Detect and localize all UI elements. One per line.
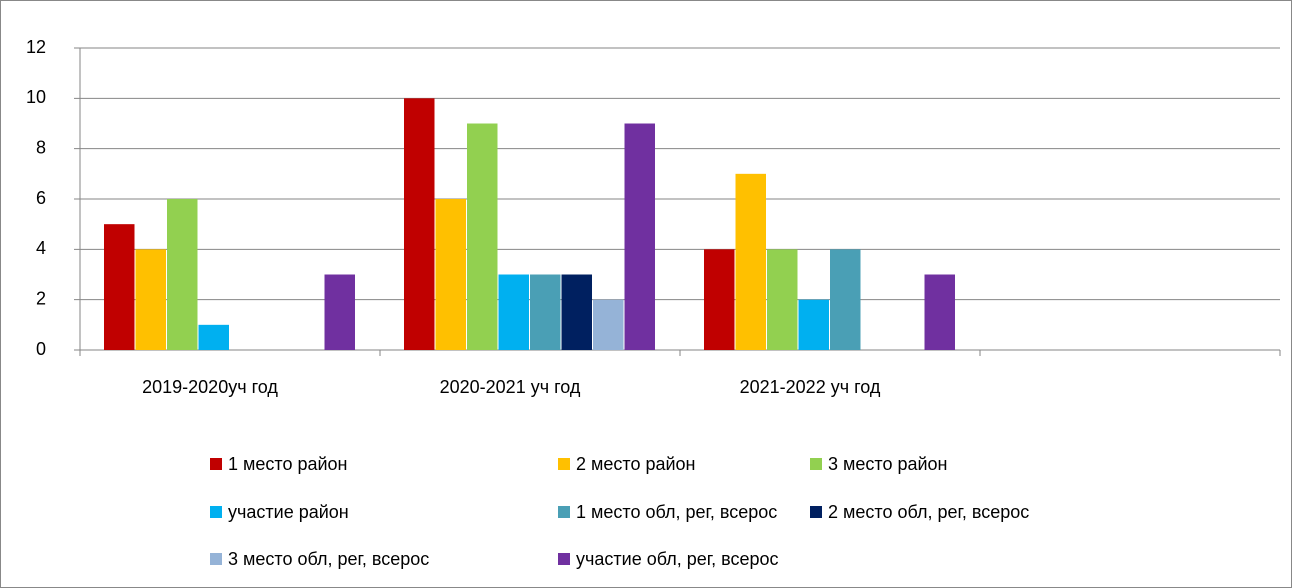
y-tick-label: 2	[36, 288, 46, 308]
legend-swatch	[558, 553, 570, 565]
legend-label: 3 место район	[828, 454, 947, 474]
legend-label: 1 место район	[228, 454, 347, 474]
y-tick-label: 12	[26, 37, 46, 57]
legend-label: участие район	[228, 502, 349, 522]
bar	[435, 199, 466, 350]
legend-swatch	[558, 458, 570, 470]
bar	[324, 274, 355, 350]
x-tick-label: 2021-2022 уч год	[740, 377, 881, 397]
bar	[561, 274, 592, 350]
legend-label: участие обл, рег, всерос	[576, 549, 779, 569]
bar	[530, 274, 561, 350]
legend-label: 1 место обл, рег, всерос	[576, 502, 777, 522]
x-tick-label: 2019-2020уч год	[142, 377, 278, 397]
bar	[767, 249, 798, 350]
bar	[135, 249, 166, 350]
y-tick-label: 6	[36, 188, 46, 208]
legend-label: 3 место обл, рег, всерос	[228, 549, 429, 569]
bar	[735, 173, 766, 350]
legend-swatch	[810, 458, 822, 470]
legend-swatch	[810, 506, 822, 518]
bar	[104, 224, 135, 350]
legend-swatch	[210, 506, 222, 518]
legend-label: 2 место район	[576, 454, 695, 474]
legend-swatch	[210, 553, 222, 565]
bar	[624, 123, 655, 350]
y-tick-label: 0	[36, 339, 46, 359]
y-tick-label: 10	[26, 87, 46, 107]
bar	[798, 299, 829, 350]
legend-label: 2 место обл, рег, всерос	[828, 502, 1029, 522]
bar	[167, 199, 198, 350]
bar	[498, 274, 529, 350]
bar	[704, 249, 735, 350]
legend-swatch	[210, 458, 222, 470]
y-tick-label: 8	[36, 137, 46, 157]
bar	[593, 299, 624, 350]
y-tick-label: 4	[36, 238, 46, 258]
bar	[198, 324, 229, 350]
x-tick-label: 2020-2021 уч год	[440, 377, 581, 397]
bar	[830, 249, 861, 350]
legend-swatch	[558, 506, 570, 518]
bar	[467, 123, 498, 350]
bar	[404, 98, 435, 350]
bar	[924, 274, 955, 350]
